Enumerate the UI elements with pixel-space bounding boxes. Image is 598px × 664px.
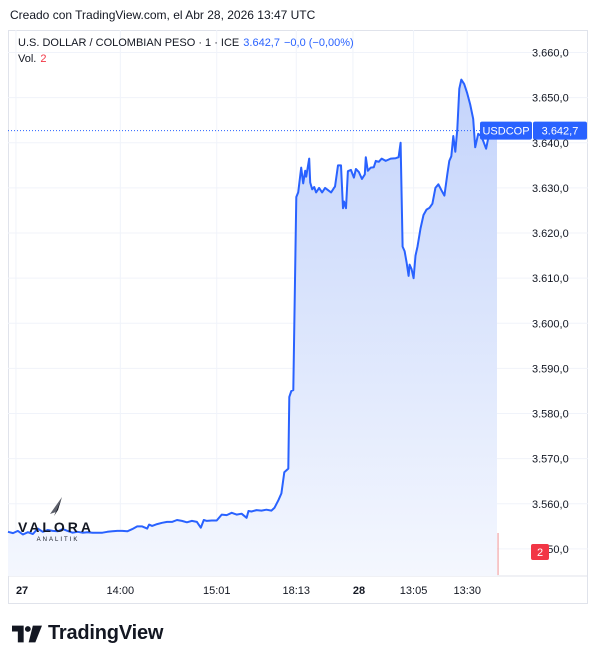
volume-tag-value: 2 (537, 547, 543, 559)
legend-volume-value: 2 (40, 53, 47, 65)
price-tag-value: 3.642,7 (542, 126, 579, 138)
time-axis[interactable]: 27 14:00 15:01 18:13 28 13:05 13:30 (16, 585, 481, 597)
price-tag (533, 121, 587, 140)
price-axis[interactable]: 3.550,03.560,03.570,03.580,03.590,03.600… (532, 48, 569, 556)
price-tick-label: 3.600,0 (532, 318, 569, 330)
price-tick-label: 3.580,0 (532, 409, 569, 421)
legend-volume-row: Vol. 2 (18, 51, 354, 67)
symbol-tag-label: USDCOP (482, 126, 529, 138)
price-tags: USDCOP 3.642,7 2 (8, 121, 587, 560)
watermark-sub: ANALITIK (37, 537, 80, 543)
price-tick-label: 3.640,0 (532, 138, 569, 150)
price-tick-label: 3.610,0 (532, 273, 569, 285)
price-line (7, 78, 498, 536)
valora-watermark: VALORA ANALITIK (18, 497, 94, 543)
price-tick-label: 3.590,0 (532, 363, 569, 375)
symbol-tag (480, 121, 532, 140)
footer-brand-label: TradingView (48, 622, 164, 644)
watermark-name: VALORA (18, 519, 94, 535)
volume-bar (497, 533, 499, 575)
price-area-fill (8, 79, 497, 576)
time-tick-label: 14:00 (107, 585, 135, 597)
price-tick-label: 3.620,0 (532, 228, 569, 240)
price-tick-label: 3.660,0 (532, 48, 569, 60)
price-tick-label: 3.570,0 (532, 454, 569, 466)
tradingview-logo-icon (12, 625, 42, 642)
valora-logo-mark-shadow (50, 497, 62, 514)
legend-volume-label[interactable]: Vol. (18, 53, 37, 65)
price-tick-label: 3.650,0 (532, 93, 569, 105)
time-tick-label: 13:05 (400, 585, 428, 597)
legend-change: −0,0 (−0,00%) (283, 37, 354, 49)
legend-price: 3.642,7 (243, 37, 280, 49)
time-tick-label: 18:13 (282, 585, 310, 597)
price-area (7, 78, 498, 576)
chart-legend: U.S. DOLLAR / COLOMBIAN PESO · 1 · ICE 3.… (18, 35, 354, 67)
footer-brand[interactable]: TradingView (12, 622, 163, 645)
time-tick-label: 13:30 (453, 585, 481, 597)
volume-tag (531, 544, 549, 560)
price-tick-label: 3.630,0 (532, 183, 569, 195)
legend-symbol-row: U.S. DOLLAR / COLOMBIAN PESO · 1 · ICE 3.… (18, 35, 354, 51)
chart-caption: Creado con TradingView.com, el Abr 28, 2… (10, 8, 316, 22)
legend-symbol[interactable]: U.S. DOLLAR / COLOMBIAN PESO · 1 · ICE (18, 37, 240, 49)
time-tick-label: 28 (353, 585, 365, 597)
price-tick-label: 3.560,0 (532, 499, 569, 511)
time-tick-label: 15:01 (203, 585, 231, 597)
time-tick-label: 27 (16, 585, 28, 597)
